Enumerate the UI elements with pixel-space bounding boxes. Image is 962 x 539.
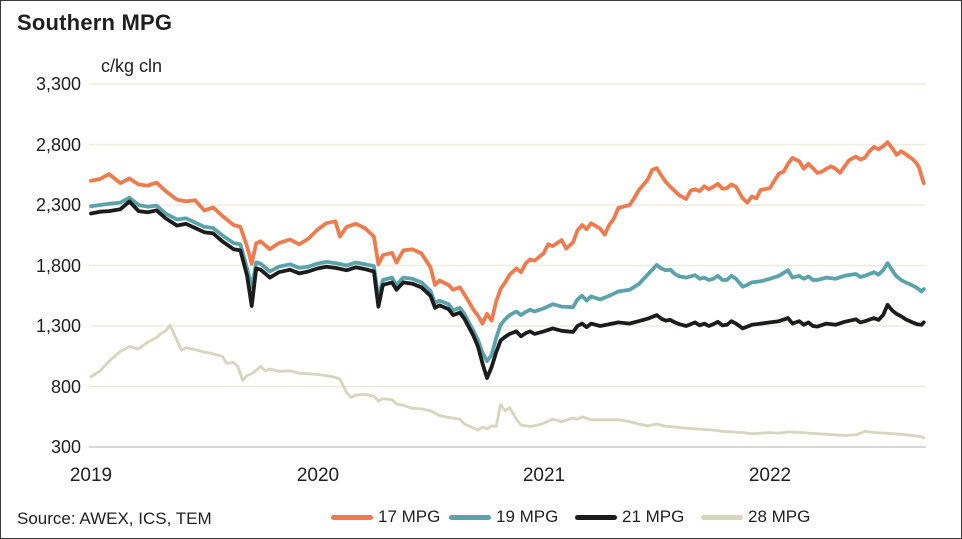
y-tick-label: 1,800 xyxy=(35,256,81,276)
plot-area xyxy=(89,83,926,448)
x-tick-label: 2021 xyxy=(522,465,566,486)
legend-swatch-17mpg-icon xyxy=(331,514,373,520)
y-tick-label: 300 xyxy=(50,437,81,457)
y-tick-label: 800 xyxy=(50,377,81,397)
chart-title: Southern MPG xyxy=(17,10,173,35)
legend-label: 28 MPG xyxy=(748,507,811,526)
y-tick-label: 1,300 xyxy=(35,316,81,336)
legend-swatch-21mpg-icon xyxy=(575,514,617,520)
x-tick-label: 2022 xyxy=(748,465,792,486)
legend-label: 21 MPG xyxy=(622,507,685,526)
y-tick-label: 3,300 xyxy=(35,74,81,94)
legend-label: 19 MPG xyxy=(496,507,559,526)
y-tick-label: 2,300 xyxy=(35,195,81,215)
legend-swatch-28mpg-icon xyxy=(701,514,743,520)
legend-item-17mpg: 17 MPG xyxy=(331,505,440,529)
x-tick-label: 2019 xyxy=(69,465,113,486)
legend-item-19mpg: 19 MPG xyxy=(449,505,558,529)
legend-swatch-19mpg-icon xyxy=(449,514,491,520)
legend-label: 17 MPG xyxy=(378,507,441,526)
x-tick-label: 2020 xyxy=(296,465,340,486)
source-caption: Source: AWEX, ICS, TEM xyxy=(17,509,212,528)
legend-item-28mpg: 28 MPG xyxy=(701,505,810,529)
legend-item-21mpg: 21 MPG xyxy=(575,505,684,529)
y-tick-label: 2,800 xyxy=(35,135,81,155)
y-axis-unit-label: c/kg cln xyxy=(101,56,163,76)
